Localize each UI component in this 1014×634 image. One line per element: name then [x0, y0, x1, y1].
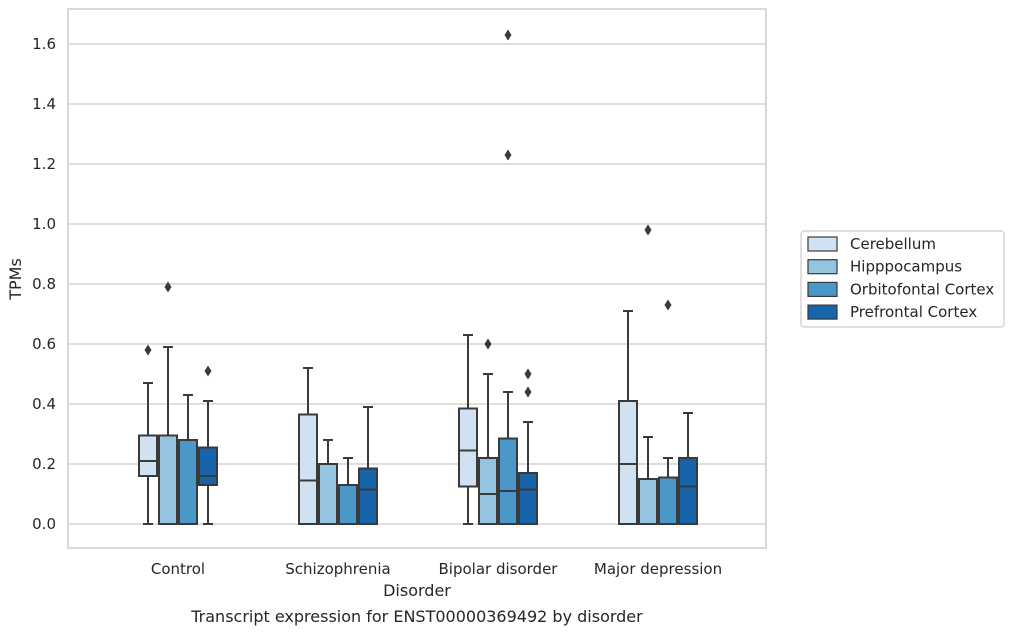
box-orbitofontal-cortex-control: [178, 394, 198, 525]
y-tick-label: 1.4: [32, 95, 56, 113]
box-iqr: [318, 463, 338, 525]
y-axis-label: TPMs: [6, 258, 25, 301]
x-axis-label: Disorder: [383, 581, 451, 600]
outlier-point: [164, 281, 172, 293]
outlier-point: [504, 29, 512, 41]
y-tick-label: 0.8: [32, 275, 56, 293]
x-tick-label: Control: [151, 560, 205, 578]
chart-caption: Transcript expression for ENST0000036949…: [190, 607, 643, 626]
box-orbitofontal-cortex-major-depression: [658, 299, 678, 525]
box-cerebellum-control: [138, 344, 158, 525]
outlier-point: [484, 338, 492, 350]
box-orbitofontal-cortex-bipolar-disorder: [498, 29, 518, 525]
box-iqr: [518, 472, 538, 525]
box-hipppocampus-bipolar-disorder: [478, 338, 498, 525]
box-iqr: [158, 434, 178, 525]
box-iqr: [138, 434, 158, 477]
box-iqr: [658, 476, 678, 525]
box-iqr: [338, 484, 358, 525]
outlier-point: [664, 299, 672, 311]
x-axis-ticks: Control Schizophrenia Bipolar disorder Majo…: [151, 560, 722, 578]
outlier-point: [644, 224, 652, 236]
y-tick-label: 0.2: [32, 455, 56, 473]
legend-frame: [800, 230, 1005, 328]
outlier-point: [144, 344, 152, 356]
legend-label: Hipppocampus: [850, 258, 962, 276]
box-prefrontal-cortex-bipolar-disorder: [518, 368, 538, 525]
box-iqr: [498, 437, 518, 525]
x-tick-label: Major depression: [594, 560, 722, 578]
box-hipppocampus-control: [158, 281, 178, 525]
box-cerebellum-bipolar-disorder: [458, 334, 478, 525]
box-iqr: [358, 467, 378, 525]
outlier-point: [524, 386, 532, 398]
outlier-point: [524, 368, 532, 380]
box-prefrontal-cortex-control: [198, 365, 218, 525]
y-axis-ticks: 0.0 0.2 0.4 0.6 0.8 1.0 1.2 1.4 1.6: [32, 35, 56, 533]
box-iqr: [618, 400, 638, 525]
legend-swatch: [807, 304, 838, 320]
plot-area: [138, 29, 698, 525]
box-iqr: [198, 446, 218, 486]
box-prefrontal-cortex-schizophrenia: [358, 406, 378, 525]
y-tick-label: 0.6: [32, 335, 56, 353]
legend: Cerebellum Hipppocampus Orbitofontal Corte…: [800, 230, 1005, 328]
box-iqr: [678, 457, 698, 525]
box-iqr: [638, 478, 658, 525]
y-tick-label: 1.6: [32, 35, 56, 53]
plot-frame: [67, 8, 767, 549]
y-tick-label: 1.0: [32, 215, 56, 233]
legend-label: Cerebellum: [850, 235, 936, 253]
legend-label: Orbitofontal Cortex: [850, 280, 994, 298]
legend-label: Prefrontal Cortex: [850, 303, 977, 321]
y-tick-label: 0.4: [32, 395, 56, 413]
box-prefrontal-cortex-major-depression: [678, 412, 698, 525]
x-tick-label: Schizophrenia: [285, 560, 390, 578]
box-hipppocampus-schizophrenia: [318, 439, 338, 525]
box-iqr: [178, 439, 198, 525]
y-tick-label: 0.0: [32, 515, 56, 533]
legend-swatch: [807, 281, 838, 297]
outlier-point: [204, 365, 212, 377]
legend-swatch: [807, 259, 838, 275]
box-cerebellum-schizophrenia: [298, 367, 318, 525]
box-iqr: [298, 413, 318, 525]
box-iqr: [458, 407, 478, 488]
box-hipppocampus-major-depression: [638, 224, 658, 525]
y-tick-label: 1.2: [32, 155, 56, 173]
box-orbitofontal-cortex-schizophrenia: [338, 457, 358, 525]
box-iqr: [478, 457, 498, 525]
legend-swatch: [807, 236, 838, 252]
x-tick-label: Bipolar disorder: [439, 560, 559, 578]
box-cerebellum-major-depression: [618, 310, 638, 525]
outlier-point: [504, 149, 512, 161]
